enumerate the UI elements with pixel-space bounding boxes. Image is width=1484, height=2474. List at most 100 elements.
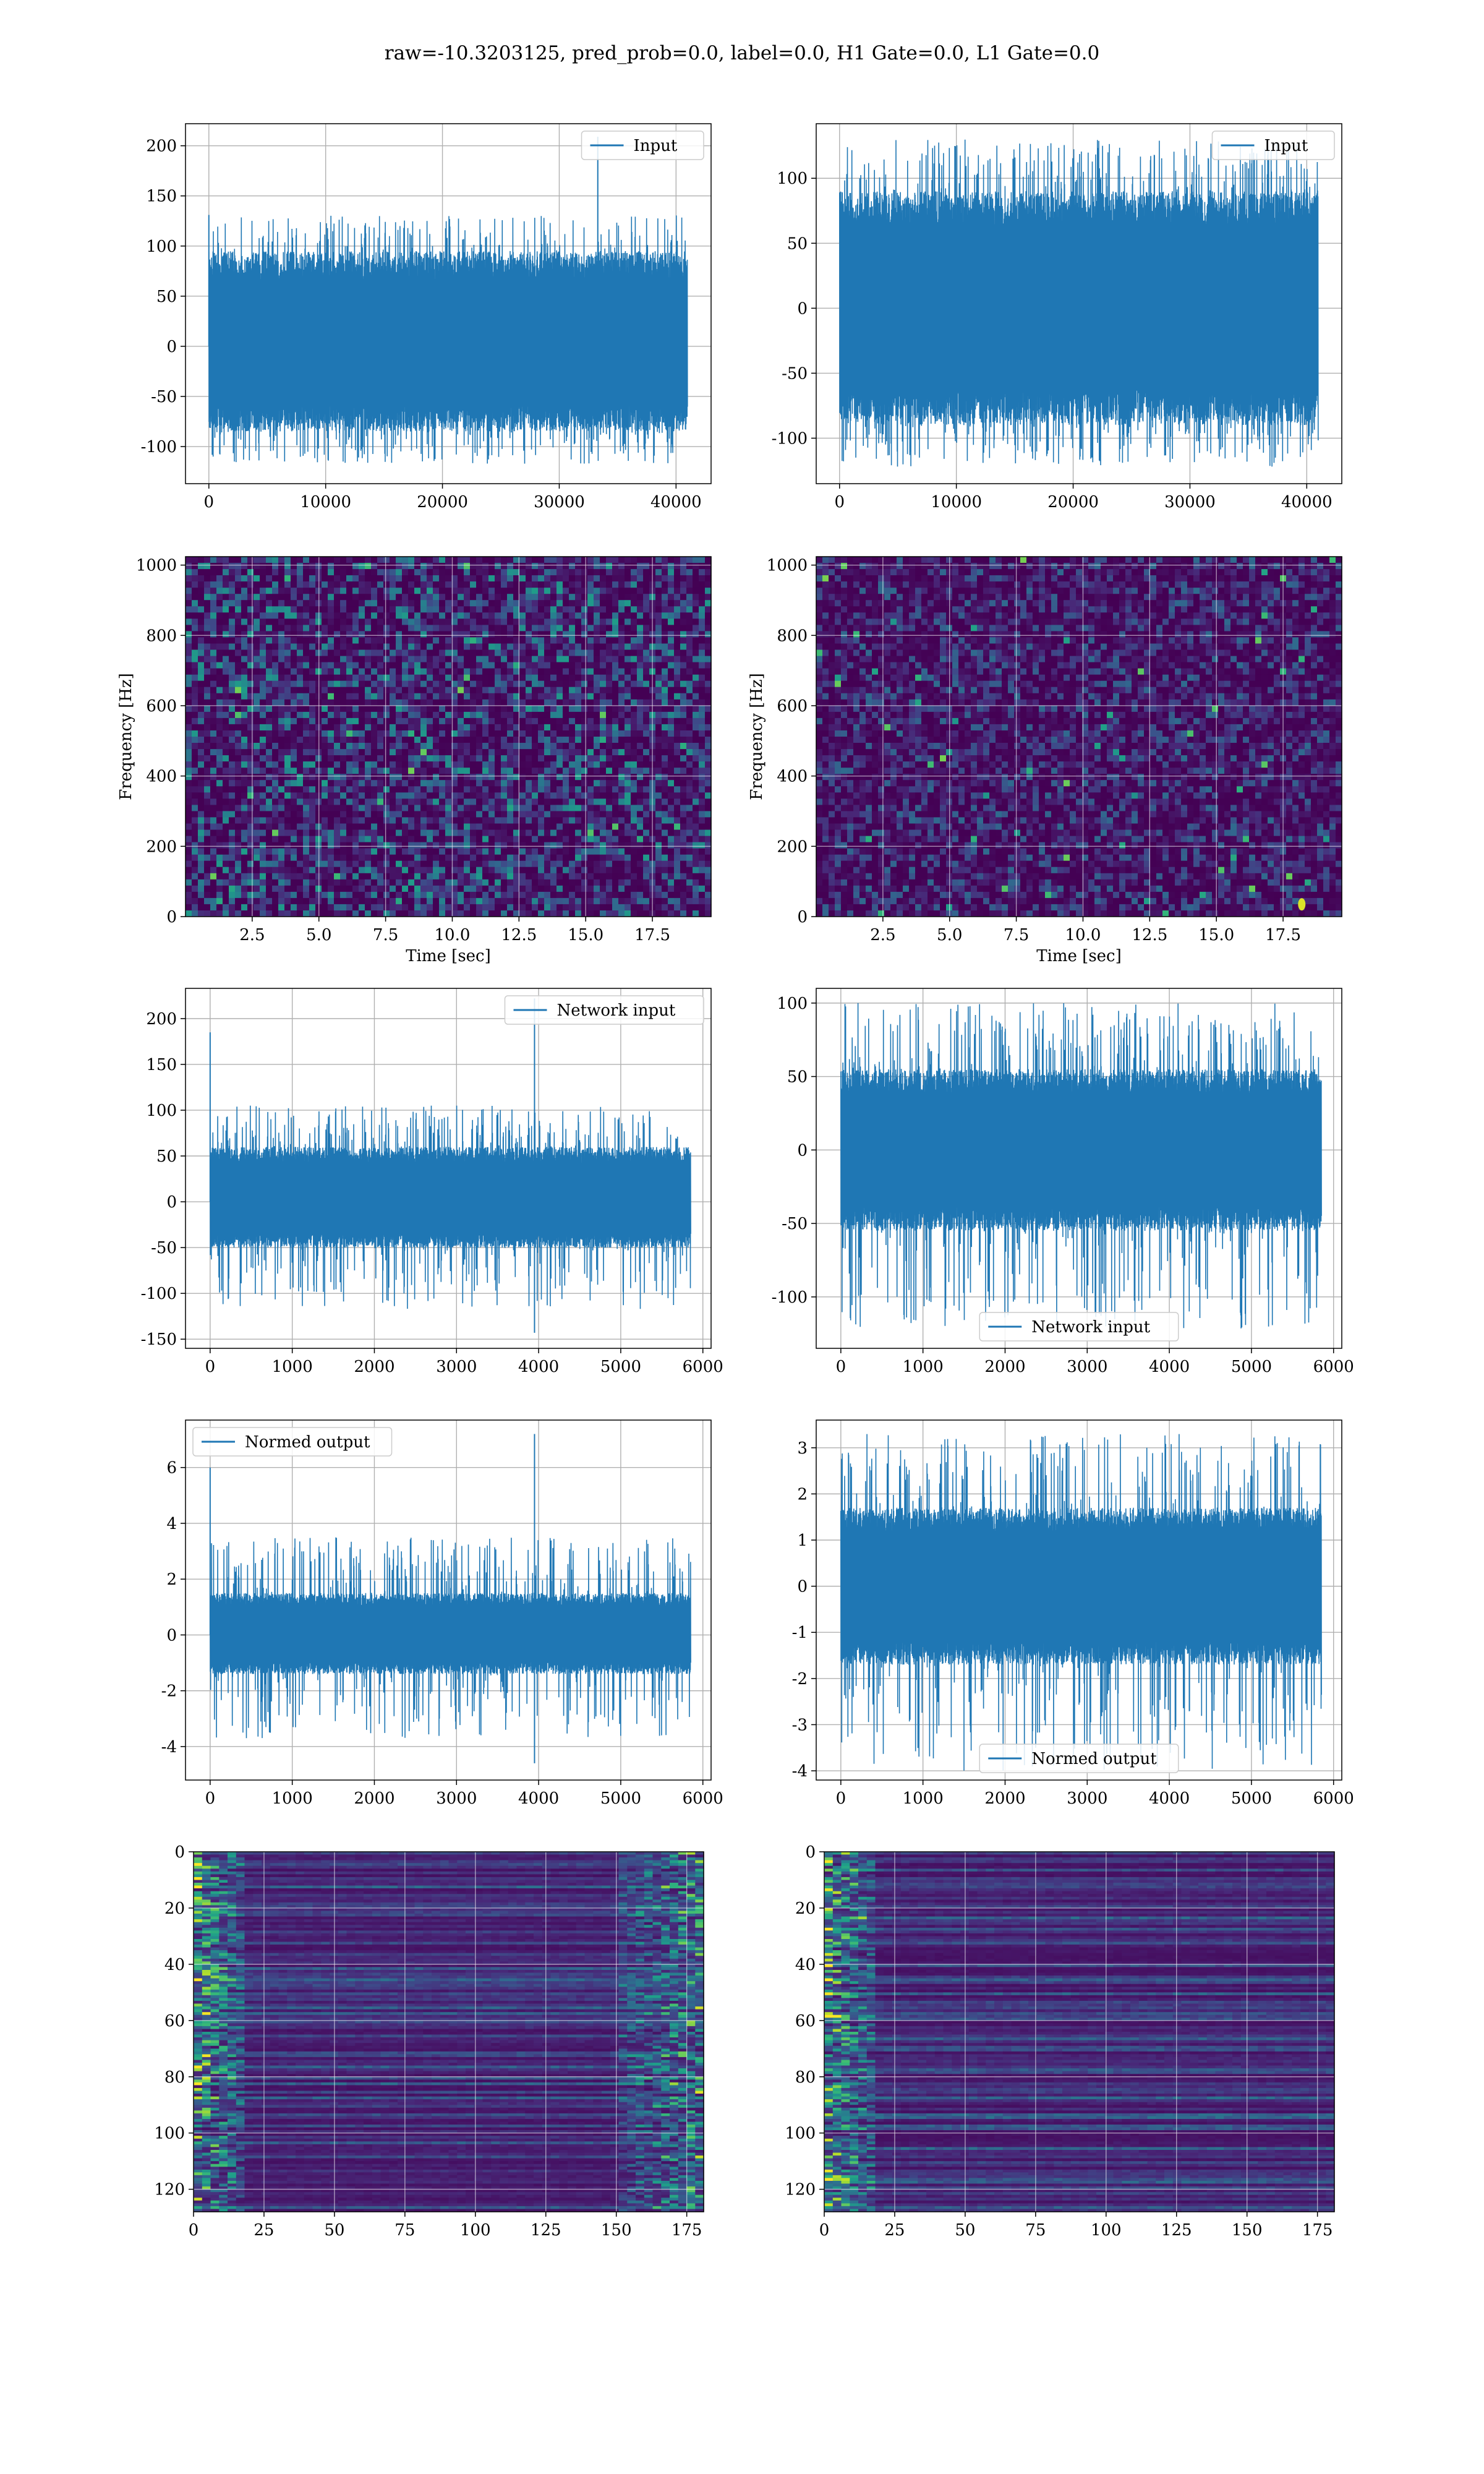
spectrogram-cell (680, 612, 687, 619)
spectrogram-cell (476, 891, 483, 899)
spectrogram-cell (359, 594, 365, 601)
spectrogram-cell (229, 743, 236, 750)
spectrogram-cell (606, 637, 613, 644)
spectrogram-cell (693, 730, 699, 737)
spectrogram-cell (433, 569, 440, 576)
spectrogram-cell (575, 612, 582, 619)
spectrogram-cell (464, 811, 471, 818)
spectrogram-cell (192, 879, 198, 886)
spectrogram-cell (229, 705, 236, 713)
spectrogram-cell (488, 768, 495, 774)
spectrogram-cell (563, 780, 569, 787)
y-tick-label: -50 (151, 388, 177, 406)
spectrogram-cell (662, 699, 668, 706)
spectrogram-cell (284, 637, 291, 644)
spectrogram-cell (241, 823, 248, 831)
spectrogram-cell (390, 724, 396, 731)
spectrogram-cell (699, 581, 706, 588)
spectrogram-cell (569, 581, 576, 588)
spectrogram-cell (519, 600, 526, 607)
spectrogram-cell (544, 761, 551, 768)
spectrogram-cell (322, 625, 328, 631)
spectrogram-cell (408, 743, 415, 750)
spectrogram-cell (309, 737, 316, 743)
spectrogram-cell (396, 879, 403, 886)
spectrogram-cell (686, 780, 693, 787)
spectrogram-cell (204, 625, 211, 631)
spectrogram-cell (192, 693, 198, 700)
spectrogram-cell (668, 680, 675, 688)
spectrogram-cell (470, 792, 477, 799)
spectrogram-cell (563, 618, 569, 625)
spectrogram-cell (223, 705, 229, 713)
spectrogram-cell (606, 717, 613, 725)
spectrogram-cell (606, 867, 613, 874)
spectrogram-cell (686, 594, 693, 601)
spectrogram-cell (470, 910, 477, 917)
spectrogram-cell (451, 867, 458, 874)
spectrogram-cell (396, 854, 403, 862)
spectrogram-cell (519, 737, 526, 743)
spectrogram-cell (198, 557, 205, 563)
spectrogram-cell (464, 860, 471, 868)
spectrogram-cell (538, 625, 545, 631)
spectrogram-cell (631, 910, 638, 917)
spectrogram-cell (402, 581, 409, 588)
spectrogram-cell (322, 749, 328, 756)
spectrogram-cell (192, 717, 198, 725)
spectrogram-cell (303, 563, 310, 570)
spectrogram-cell (408, 786, 415, 793)
spectrogram-cell (519, 680, 526, 688)
spectrogram-cell (606, 743, 613, 750)
spectrogram-cell (328, 879, 335, 886)
spectrogram-cell (625, 668, 631, 675)
spectrogram-cell (365, 836, 372, 843)
spectrogram-cell (445, 761, 452, 768)
spectrogram-cell (594, 717, 600, 725)
spectrogram-cell (544, 737, 551, 743)
spectrogram-cell (631, 569, 638, 576)
spectrogram-cell (612, 798, 619, 805)
spectrogram-cell (309, 768, 316, 774)
spectrogram-cell (476, 612, 483, 619)
spectrogram-cell (328, 625, 335, 631)
spectrogram-cell (519, 649, 526, 657)
spectrogram-cell (229, 600, 236, 607)
spectrogram-cell (328, 606, 335, 613)
spectrogram-cell (229, 854, 236, 862)
spectrogram-cell (390, 637, 396, 644)
spectrogram-cell (303, 557, 310, 563)
spectrogram-cell (390, 717, 396, 725)
spectrogram-cell (631, 798, 638, 805)
spectrogram-cell (612, 854, 619, 862)
spectrogram-cell (322, 569, 328, 576)
spectrogram-cell (458, 780, 464, 787)
spectrogram-cell (402, 761, 409, 768)
spectrogram-cell (408, 724, 415, 731)
spectrogram-cell (402, 705, 409, 713)
spectrogram-cell (210, 625, 217, 631)
spectrogram-cell (625, 569, 631, 576)
spectrogram-cell (414, 581, 421, 588)
spectrogram-cell (594, 823, 600, 831)
spectrogram-cell (396, 711, 403, 719)
spectrogram-cell (303, 569, 310, 576)
spectrogram-cell (451, 780, 458, 787)
spectrogram-cell (618, 879, 625, 886)
spectrogram-cell (686, 817, 693, 824)
spectrogram-cell (625, 687, 631, 694)
spectrogram-cell (247, 600, 254, 607)
spectrogram-cell (383, 755, 390, 762)
spectrogram-cell (538, 594, 545, 601)
spectrogram-cell (322, 904, 328, 911)
spectrogram-cell (470, 755, 477, 762)
spectrogram-cell (495, 891, 501, 899)
spectrogram-cell (655, 563, 662, 570)
spectrogram-cell (278, 711, 285, 719)
spectrogram-cell (507, 674, 514, 682)
spectrogram-cell (439, 774, 446, 781)
spectrogram-cell (532, 891, 539, 899)
spectrogram-cell (631, 829, 638, 837)
spectrogram-cell (476, 749, 483, 756)
spectrogram-cell (507, 693, 514, 700)
